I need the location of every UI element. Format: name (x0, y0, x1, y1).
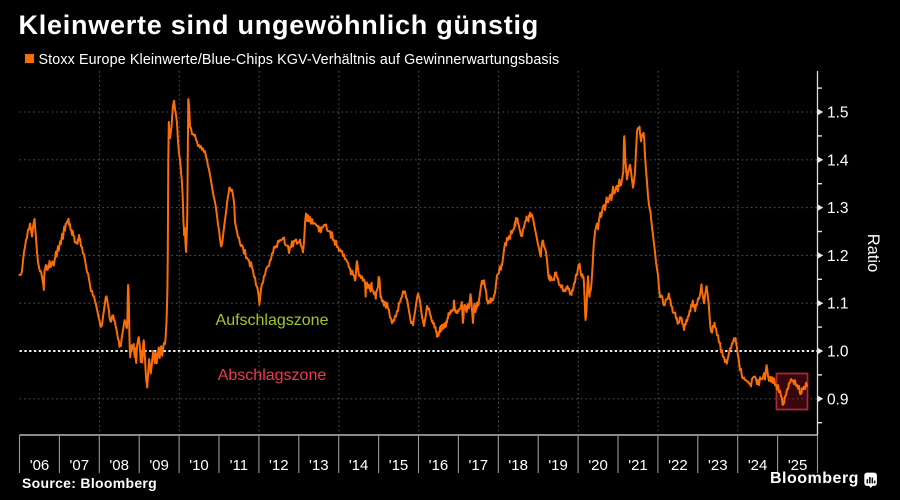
svg-text:'13: '13 (309, 457, 329, 474)
svg-text:'07: '07 (70, 457, 90, 474)
svg-text:1.3: 1.3 (827, 200, 849, 217)
svg-text:'14: '14 (349, 457, 369, 474)
svg-text:'11: '11 (230, 457, 248, 474)
svg-text:'24: '24 (748, 457, 768, 474)
svg-text:Aufschlagszone: Aufschlagszone (216, 312, 329, 329)
svg-text:'21: '21 (628, 457, 648, 474)
svg-text:'08: '08 (109, 457, 129, 474)
svg-text:'20: '20 (588, 457, 608, 474)
svg-text:Abschlagszone: Abschlagszone (218, 367, 327, 384)
svg-text:Ratio: Ratio (864, 234, 882, 273)
svg-text:'25: '25 (788, 457, 808, 474)
svg-text:1.1: 1.1 (827, 296, 849, 313)
svg-text:'06: '06 (30, 457, 50, 474)
svg-text:'17: '17 (469, 457, 489, 474)
svg-text:0.9: 0.9 (827, 391, 849, 408)
svg-text:'19: '19 (548, 457, 568, 474)
svg-text:'23: '23 (708, 457, 728, 474)
svg-text:1.4: 1.4 (827, 152, 849, 169)
svg-text:'10: '10 (189, 457, 209, 474)
svg-text:'12: '12 (269, 457, 289, 474)
svg-text:1.5: 1.5 (827, 105, 849, 122)
svg-text:1.0: 1.0 (827, 344, 849, 361)
svg-text:'18: '18 (508, 457, 528, 474)
svg-text:1.2: 1.2 (827, 248, 849, 265)
svg-text:'09: '09 (149, 457, 169, 474)
svg-text:'22: '22 (668, 457, 688, 474)
svg-text:'16: '16 (429, 457, 449, 474)
svg-text:'15: '15 (389, 457, 409, 474)
